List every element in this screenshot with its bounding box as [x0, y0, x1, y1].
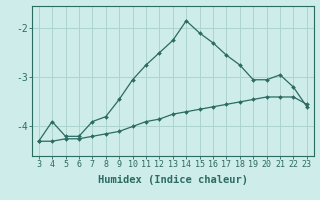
X-axis label: Humidex (Indice chaleur): Humidex (Indice chaleur) [98, 175, 248, 185]
